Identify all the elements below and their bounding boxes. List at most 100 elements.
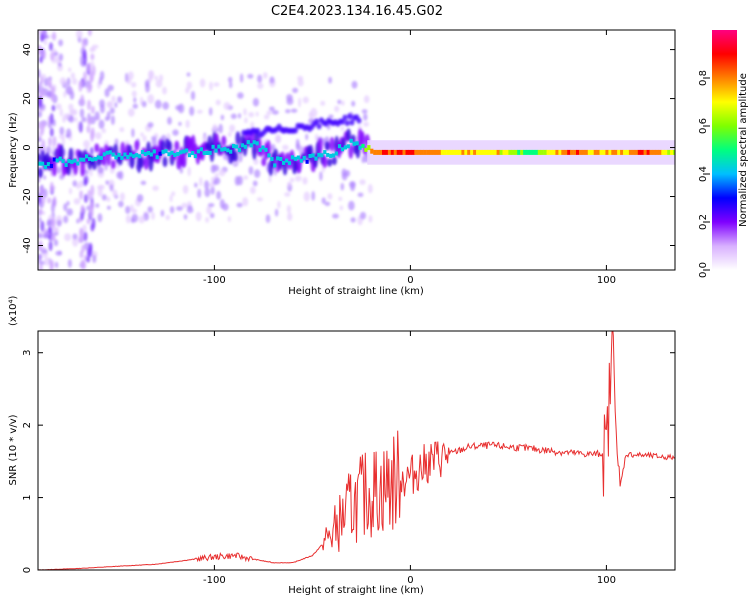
- spectrogram-stripe-blob: [90, 184, 95, 197]
- spectrogram-noise-blob: [218, 123, 223, 134]
- spectrogram-noise-blob: [56, 166, 62, 174]
- spectrogram-ridge-cell: [199, 147, 203, 152]
- spectrogram-noise-blob: [250, 121, 255, 129]
- spectrogram-noise-blob: [58, 250, 62, 256]
- spectrogram-ridge-cell: [623, 149, 627, 155]
- spectrogram-noise-blob: [101, 194, 107, 201]
- spectrogram-stripe-blob: [40, 220, 45, 232]
- spectrogram-noise-blob: [220, 114, 225, 121]
- spectrogram-ridge-cell: [223, 147, 227, 152]
- spectrogram-ridge-cell: [208, 150, 212, 155]
- spectrogram-ridge-cell: [176, 151, 180, 156]
- spectrogram-noise-blob: [118, 200, 124, 208]
- spectrogram-noise-blob: [289, 177, 295, 183]
- spectrogram-ridge-cell: [332, 153, 336, 158]
- spectrogram-ridge-cell: [135, 153, 139, 158]
- spectrogram-noise-blob: [106, 101, 114, 107]
- spectrogram-noise-blob: [268, 174, 272, 183]
- spectrogram-ridge-cell: [114, 155, 118, 160]
- spectrogram-ridge-cell: [496, 149, 500, 155]
- colorbar-tick-label: 0.0: [698, 262, 709, 278]
- spectrogram-stripe-blob: [47, 226, 52, 235]
- spectrogram-ridge-cell: [349, 138, 353, 143]
- spectrogram-halo-blob: [233, 151, 239, 162]
- spectrogram-ridge-cell: [584, 149, 588, 155]
- spectrogram-ridge-cell: [576, 149, 580, 155]
- spectrogram-stripe-blob: [47, 78, 52, 87]
- spectrogram-noise-blob: [257, 82, 264, 89]
- spectrogram-ridge-cell: [129, 152, 133, 157]
- spectrogram-ridge-cell: [520, 149, 524, 155]
- spectrogram-noise-blob: [109, 107, 115, 114]
- spectrogram-ridge-cell: [452, 149, 456, 155]
- spectrogram-ridge-cell: [540, 149, 544, 155]
- spectrogram-ridge-cell: [61, 159, 65, 164]
- spectrogram-halo-blob: [94, 143, 100, 153]
- spectrogram-y-label: Frequency (Hz): [8, 112, 19, 188]
- spectrogram-noise-blob: [133, 97, 137, 103]
- spectrogram-noise-blob: [151, 211, 155, 220]
- spectrogram-ridge-cell: [599, 149, 603, 155]
- spectrogram-noise-blob: [361, 109, 368, 114]
- spectrogram-halo-blob: [324, 141, 330, 151]
- spectrogram-ridge-cell: [264, 147, 268, 152]
- spectrogram-ridge-cell: [293, 156, 297, 161]
- spectrogram-ridge-cell: [479, 149, 483, 155]
- spectrogram-x-label: Height of straight line (km): [288, 286, 424, 297]
- spectrogram-noise-blob: [125, 72, 129, 83]
- snr-y-tick-label: 1: [22, 494, 33, 500]
- spectrogram-noise-blob: [199, 78, 206, 88]
- colorbar-tick-label: 0.6: [698, 118, 709, 134]
- spectrogram-noise-blob: [109, 184, 114, 192]
- snr-x-ticks: -100 0 100: [203, 331, 616, 586]
- spectrogram-noise-blob: [66, 208, 73, 216]
- spectrogram-ridge-cell: [70, 159, 74, 164]
- spectrogram-ridge-cell: [249, 143, 253, 148]
- spectrogram-noise-blob: [243, 108, 247, 116]
- spectrogram-ridge-cell: [235, 144, 239, 149]
- spectrogram-noise-blob: [72, 180, 78, 187]
- spectrogram-branch-blob: [349, 119, 355, 126]
- spectrogram-ridge: [38, 138, 675, 169]
- spectrogram-noise-blob: [58, 62, 62, 67]
- spectrogram-noise-blob: [341, 168, 347, 177]
- spectrogram-ridge-cell: [38, 161, 42, 166]
- spectrogram-noise-blob: [131, 90, 137, 98]
- spectrogram-noise-blob: [254, 169, 261, 178]
- spectrogram-ridge-cell: [590, 149, 594, 155]
- spectrogram-ridge-cell: [299, 158, 303, 163]
- spectrogram-noise-blob: [177, 103, 185, 114]
- spectrogram-noise-blob: [97, 213, 103, 223]
- spectrogram-ridge-cell: [364, 147, 368, 152]
- spectrogram-x-tick-label: 100: [597, 275, 616, 286]
- spectrogram-stripe-blob: [83, 231, 88, 242]
- spectrogram-noise-blob: [68, 187, 73, 195]
- spectrogram-ridge-cell: [673, 149, 675, 155]
- spectrogram-ridge-cell: [40, 161, 45, 166]
- spectrogram-noise-blob: [66, 201, 70, 206]
- spectrogram-stripe-blob: [80, 94, 85, 106]
- spectrogram-noise-blob: [298, 97, 302, 108]
- spectrogram-noise-blob: [125, 205, 131, 214]
- spectrogram-ridge-cell: [305, 159, 309, 164]
- spectrogram-noise-blob: [138, 215, 145, 224]
- spectrogram-marks: [38, 30, 675, 270]
- spectrogram-noise-blob: [248, 112, 255, 118]
- spectrogram-ridge-cell: [217, 144, 221, 149]
- spectrogram-ridge-cell: [367, 145, 371, 151]
- snr-frame: [37, 330, 676, 571]
- spectrogram-noise-blob: [350, 217, 356, 223]
- spectrogram-noise-blob: [256, 197, 263, 202]
- spectrogram-ridge-cell: [390, 149, 394, 155]
- spectrogram-ridge-cell: [473, 149, 477, 155]
- spectrogram-ridge-cell: [46, 162, 50, 167]
- spectrogram-noise-blob: [339, 205, 344, 211]
- spectrogram-y-tick-label: 0: [22, 144, 33, 150]
- spectrogram-noise-blob: [98, 119, 105, 129]
- spectrogram-noise-blob: [284, 192, 291, 197]
- spectrogram-stripe-blob: [42, 49, 46, 60]
- spectrogram-stripe-blob: [49, 127, 54, 137]
- spectrogram-noise-blob: [348, 200, 355, 211]
- spectrogram-ridge-cell: [108, 150, 112, 155]
- spectrogram-stripe-blob: [90, 53, 95, 61]
